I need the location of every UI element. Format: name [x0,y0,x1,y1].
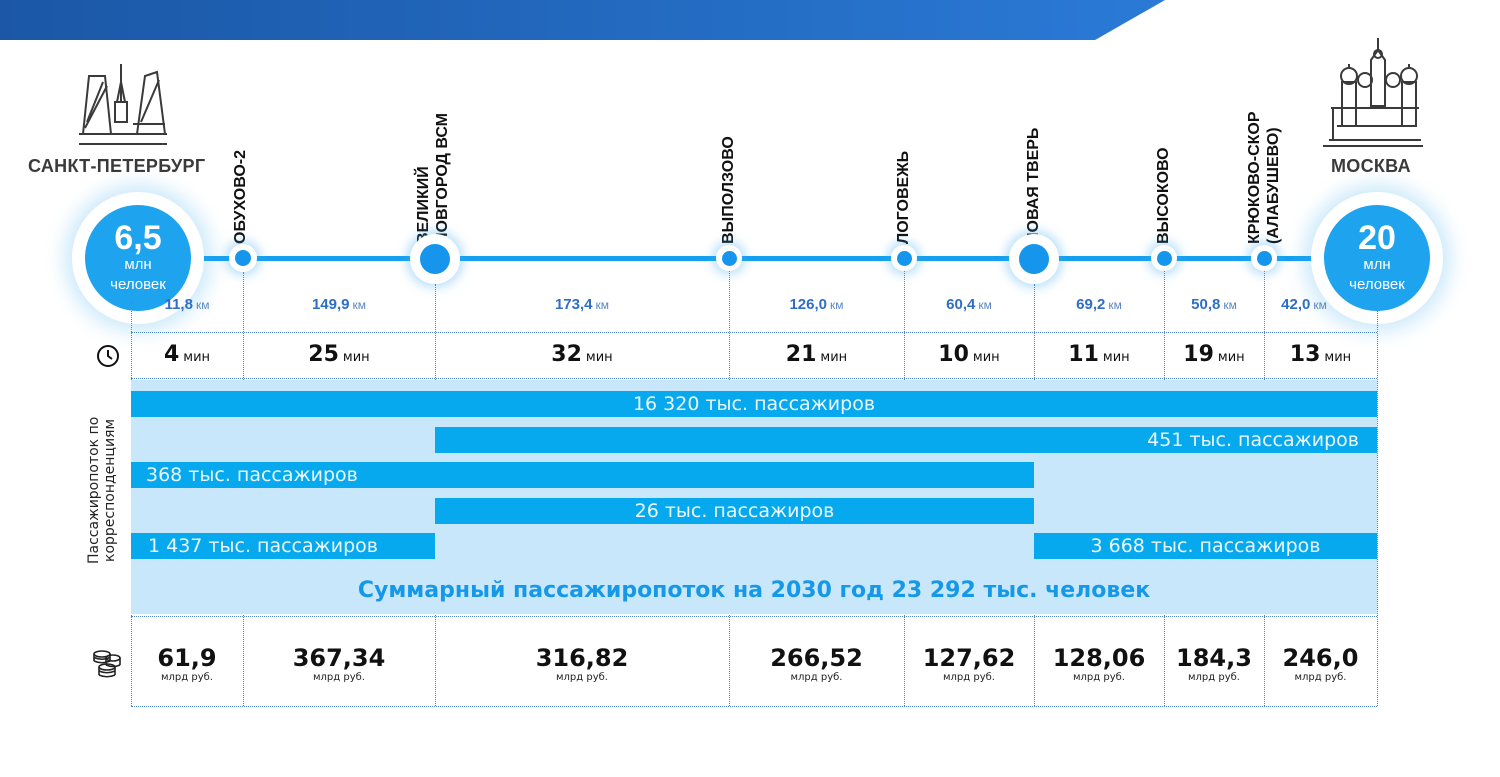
station-node-novaya-tver[interactable] [1009,234,1059,284]
population-unit: млн [124,256,152,273]
coins-stack-icon [92,649,122,679]
segment-time: 25 мин [308,342,370,367]
grid-line [131,378,1377,379]
total-passenger-flow: Суммарный пассажиропоток на 2030 год 23 … [357,578,1151,603]
grid-line [1377,310,1378,706]
segment-km: 126,0 км [789,296,844,313]
population-label: человек [1349,276,1405,293]
station-label-vypolzovo: ВЫПОЛЗОВО [720,136,737,244]
segment-cost: 184,3 млрд руб. [1176,644,1252,683]
station-label-kryukovo: КРЮКОВО-СКОР (АЛАБУШЕВО) [1246,111,1282,244]
station-node-velikiy-novgorod[interactable] [410,234,460,284]
station-node-vypolzovo[interactable] [716,245,742,271]
railway-line [190,256,1370,261]
segment-cost: 246,0 млрд руб. [1282,644,1359,683]
station-node-kryukovo[interactable] [1251,245,1277,271]
segment-km: 60,4 км [946,296,992,313]
segment-cost: 61,9 млрд руб. [157,644,217,683]
segment-cost: 128,06 млрд руб. [1052,644,1146,683]
station-node-obukhovo[interactable] [229,244,257,272]
segment-km: 69,2 км [1076,296,1122,313]
station-label-logovezh: ЛОГОВЕЖЬ [895,150,912,244]
segment-km: 173,4 км [554,296,610,313]
station-label-obukhovo: ОБУХОВО-2 [232,149,249,244]
station-label-velikiy-novgorod: ВЕЛИКИЙ НОВГОРОД ВСМ [415,112,451,244]
segment-time: 32 мин [551,342,613,367]
segment-km: 42,0 км [1281,296,1327,313]
segment-km: 149,9 км [311,296,367,313]
station-label-vysokovo: ВЫСОКОВО [1155,147,1172,244]
segment-time: 11 мин [1068,342,1130,367]
flow-bar-novgorod-tver: 26 тыс. пассажиров [435,498,1034,524]
flow-bar-spb-novgorod: 1 437 тыс. пассажиров [131,533,435,559]
passenger-flow-label: Пассажиропоток по корреспонденциям [86,416,118,564]
population-unit: млн [1363,256,1391,273]
segment-cost: 316,82 млрд руб. [535,644,629,683]
spb-bridge-spire-icon [75,62,170,150]
flow-bar-spb-tver: 368 тыс. пассажиров [131,462,1034,488]
grid-line [131,616,1377,617]
header-band [0,0,1165,40]
flow-bar-spb-moscow: 16 320 тыс. пассажиров [131,391,1377,417]
grid-line [131,332,1377,333]
segment-time: 19 мин [1183,342,1245,367]
city-name-end: МОСКВА [1331,156,1411,176]
flow-bar-novgorod-moscow: 451 тыс. пассажиров [435,427,1377,453]
segment-cost: 266,52 млрд руб. [770,644,863,683]
city-node-moscow[interactable]: 20 млн человек [1311,192,1443,324]
segment-cost: 127,62 млрд руб. [922,644,1016,683]
segment-km: 50,8 км [1191,296,1237,313]
segment-cost: 367,34 млрд руб. [292,644,386,683]
station-node-vysokovo[interactable] [1151,245,1177,271]
flow-bar-tver-moscow: 3 668 тыс. пассажиров [1034,533,1377,559]
station-label-novaya-tver: НОВАЯ ТВЕРЬ [1025,127,1042,244]
segment-time: 13 мин [1289,342,1352,367]
clock-icon [96,344,120,368]
segment-time: 21 мин [785,342,848,367]
city-name-start: САНКТ-ПЕТЕРБУРГ [28,156,206,176]
segment-km: 11,8 км [164,296,210,313]
station-node-logovezh[interactable] [891,245,917,271]
moscow-cathedral-icon [1323,36,1423,148]
population-value: 6,5 [114,219,162,257]
passenger-flow-panel [131,380,1377,614]
city-node-spb[interactable]: 6,5 млн человек [72,192,204,324]
population-value: 20 [1358,219,1396,257]
segment-time: 4 мин [163,342,211,367]
population-label: человек [110,276,166,293]
segment-time: 10 мин [938,342,1000,367]
grid-line [131,706,1377,707]
